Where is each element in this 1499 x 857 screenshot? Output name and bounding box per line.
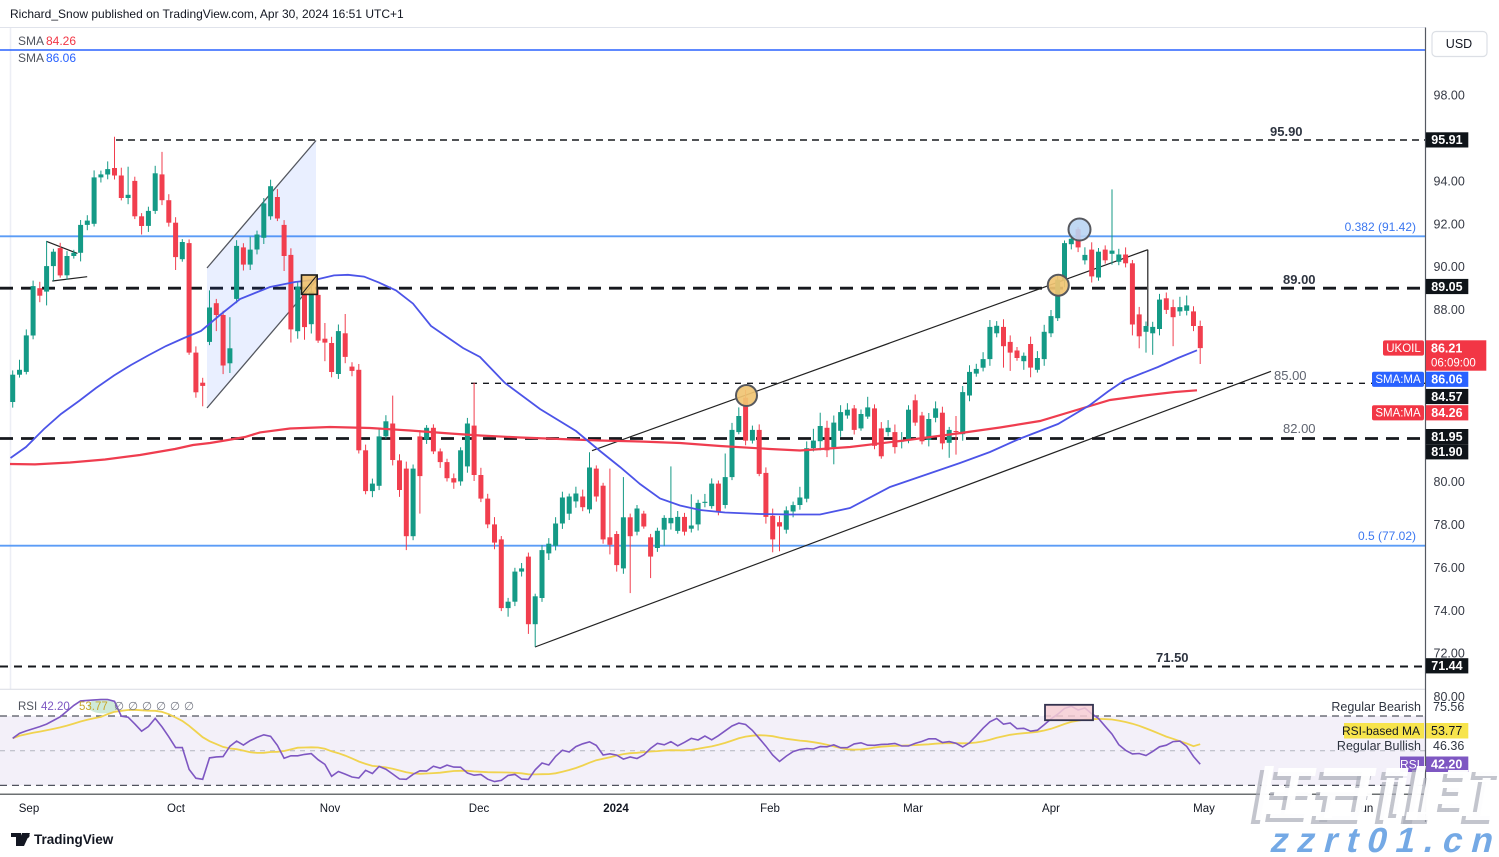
svg-text:84.26: 84.26: [1431, 406, 1462, 420]
svg-text:88.00: 88.00: [1434, 303, 1465, 317]
svg-text:May: May: [1193, 803, 1215, 815]
svg-text:SMA: SMA: [18, 51, 44, 65]
svg-text:USD: USD: [1446, 37, 1472, 51]
svg-text:Sep: Sep: [19, 803, 39, 815]
svg-text:72.00: 72.00: [1434, 647, 1465, 661]
svg-text:SMA:MA: SMA:MA: [1375, 408, 1421, 420]
svg-text:∅: ∅: [170, 701, 180, 713]
svg-text:92.00: 92.00: [1434, 217, 1465, 231]
svg-text:80.00: 80.00: [1434, 475, 1465, 489]
svg-text:71.44: 71.44: [1431, 659, 1462, 673]
svg-text:42.20: 42.20: [1431, 758, 1462, 772]
svg-text:Regular Bullish: Regular Bullish: [1337, 739, 1421, 753]
svg-text:86.21: 86.21: [1431, 342, 1462, 356]
svg-text:Nov: Nov: [320, 803, 341, 815]
svg-text:81.95: 81.95: [1431, 430, 1462, 444]
svg-text:SMA:MA: SMA:MA: [1375, 374, 1421, 386]
svg-text:∅: ∅: [142, 701, 152, 713]
svg-text:53.77: 53.77: [79, 701, 108, 713]
svg-text:SMA: SMA: [18, 34, 44, 48]
svg-text:78.00: 78.00: [1434, 518, 1465, 532]
svg-text:Feb: Feb: [760, 803, 780, 815]
svg-text:2024: 2024: [603, 803, 629, 815]
svg-text:90.00: 90.00: [1434, 260, 1465, 274]
svg-text:76.00: 76.00: [1434, 561, 1465, 575]
svg-text:Dec: Dec: [469, 803, 490, 815]
svg-text:∅: ∅: [184, 701, 194, 713]
svg-text:Apr: Apr: [1042, 803, 1060, 815]
svg-text:∅: ∅: [128, 701, 138, 713]
svg-text:85.00: 85.00: [1274, 368, 1307, 383]
svg-text:46.36: 46.36: [1433, 739, 1464, 753]
svg-text:TradingView: TradingView: [34, 832, 114, 847]
svg-text:RSI: RSI: [18, 701, 37, 713]
svg-text:89.05: 89.05: [1431, 280, 1462, 294]
svg-text:06:09:00: 06:09:00: [1431, 358, 1476, 370]
svg-text:80.00: 80.00: [1434, 690, 1465, 704]
svg-text:75.56: 75.56: [1433, 700, 1464, 714]
svg-text:84.57: 84.57: [1431, 390, 1462, 404]
svg-text:0.382 (91.42): 0.382 (91.42): [1345, 220, 1416, 234]
svg-text:RSI-based MA: RSI-based MA: [1342, 724, 1420, 738]
svg-text:Regular Bearish: Regular Bearish: [1331, 700, 1421, 714]
svg-text:86.06: 86.06: [46, 51, 76, 65]
svg-text:53.77: 53.77: [1431, 724, 1462, 738]
svg-text:∅: ∅: [156, 701, 166, 713]
svg-text:71.50: 71.50: [1156, 650, 1189, 665]
svg-text:​zzrt01.cn: ​zzrt01.cn: [1267, 820, 1499, 857]
svg-text:∅: ∅: [114, 701, 124, 713]
svg-text:82.00: 82.00: [1283, 421, 1316, 436]
svg-text:Oct: Oct: [167, 803, 186, 815]
svg-text:UKOIL: UKOIL: [1386, 343, 1421, 355]
svg-text:Richard_Snow published on Trad: Richard_Snow published on TradingView.co…: [10, 7, 404, 21]
svg-text:81.90: 81.90: [1431, 445, 1462, 459]
svg-text:98.00: 98.00: [1434, 89, 1465, 103]
svg-text:95.91: 95.91: [1431, 133, 1462, 147]
svg-text:74.00: 74.00: [1434, 604, 1465, 618]
svg-text:Mar: Mar: [903, 803, 923, 815]
svg-text:0.5 (77.02): 0.5 (77.02): [1358, 529, 1416, 543]
svg-text:94.00: 94.00: [1434, 174, 1465, 188]
svg-text:84.26: 84.26: [46, 34, 76, 48]
svg-text:86.06: 86.06: [1431, 373, 1462, 387]
svg-text:42.20: 42.20: [41, 701, 70, 713]
svg-text:95.90: 95.90: [1270, 124, 1303, 139]
svg-text:89.00: 89.00: [1283, 272, 1316, 287]
